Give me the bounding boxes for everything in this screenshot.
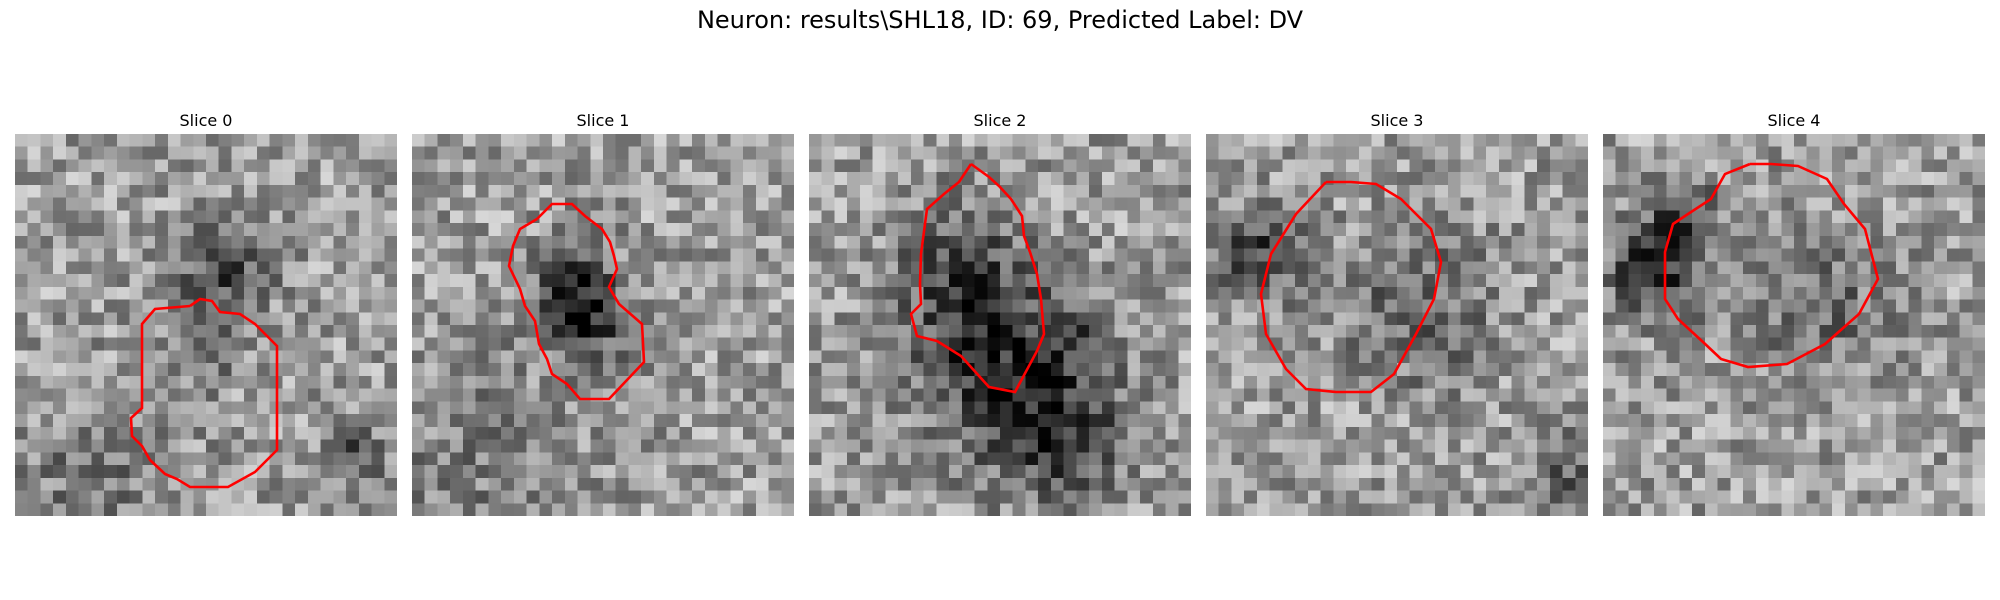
slice-panel-3: Slice 3 — [1206, 110, 1588, 516]
roi-contour — [1663, 162, 1880, 369]
slice-title: Slice 0 — [179, 111, 233, 130]
grayscale-patch — [809, 134, 1191, 516]
slice-panel-4: Slice 4 — [1603, 110, 1985, 516]
slice-image — [15, 134, 397, 516]
slice-panel-0: Slice 0 — [15, 110, 397, 516]
roi-contour — [507, 202, 646, 401]
roi-contour — [909, 162, 1046, 394]
grayscale-patch — [1603, 134, 1985, 516]
grayscale-patch — [412, 134, 794, 516]
slice-title: Slice 2 — [973, 111, 1027, 130]
grayscale-patch — [15, 134, 397, 516]
roi-contour — [1259, 180, 1443, 394]
slice-title: Slice 1 — [576, 111, 630, 130]
slice-panel-2: Slice 2 — [809, 110, 1191, 516]
slice-panel-1: Slice 1 — [412, 110, 794, 516]
slice-image — [1206, 134, 1588, 516]
slice-title: Slice 3 — [1370, 111, 1424, 130]
roi-contour — [129, 297, 279, 489]
slice-title: Slice 4 — [1767, 111, 1821, 130]
slice-image — [412, 134, 794, 516]
figure-title: Neuron: results\SHL18, ID: 69, Predicted… — [696, 6, 1304, 34]
slice-image — [809, 134, 1191, 516]
slice-image — [1603, 134, 1985, 516]
